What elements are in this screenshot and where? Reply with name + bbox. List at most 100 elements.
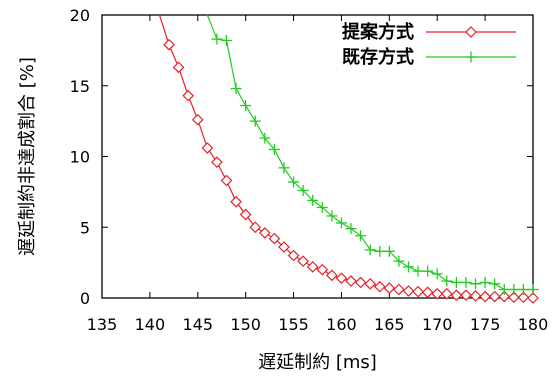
data-point-plus (297, 184, 309, 196)
y-tick-label: 20 (70, 6, 90, 25)
data-point-diamond (498, 290, 511, 303)
data-point-diamond (507, 291, 520, 304)
data-point-diamond (402, 285, 415, 297)
series-line (216, 38, 533, 291)
data-point-plus (268, 143, 280, 155)
y-tick-label: 5 (80, 218, 90, 237)
series-lead-line (206, 15, 218, 40)
data-point-diamond (163, 38, 175, 51)
x-tick-label: 175 (470, 315, 501, 334)
series-lead-line (158, 15, 170, 45)
legend-item-1: 既存方式 (342, 46, 516, 68)
data-point-diamond (431, 287, 444, 300)
data-point-plus (278, 162, 290, 174)
data-point-plus (211, 33, 223, 45)
data-point-diamond (465, 26, 477, 38)
x-tick-label: 145 (183, 315, 214, 334)
x-tick-label: 170 (422, 315, 453, 334)
series-1 (206, 15, 539, 296)
data-point-diamond (383, 282, 396, 294)
data-point-diamond (364, 278, 377, 290)
series-line (168, 44, 534, 299)
data-point-plus (489, 278, 501, 290)
series-0 (158, 15, 539, 304)
data-point-plus (470, 278, 482, 290)
data-point-plus (249, 115, 261, 127)
x-tick-label: 165 (374, 315, 405, 334)
axis-ticks: 135 140 145 150 155 160 165 170 175 180 0 5 10 15 20 (70, 6, 549, 334)
x-tick-label: 140 (135, 315, 166, 334)
data-point-diamond (316, 263, 329, 276)
data-point-plus (240, 100, 252, 112)
data-point-plus (517, 284, 529, 296)
data-point-diamond (258, 227, 271, 239)
y-tick-label: 0 (80, 289, 90, 308)
data-point-diamond (450, 289, 463, 302)
data-point-plus (230, 83, 242, 95)
data-point-diamond (278, 241, 290, 253)
data-point-plus (465, 51, 477, 63)
data-point-diamond (354, 276, 367, 289)
data-point-diamond (287, 249, 300, 262)
data-point-plus (422, 265, 434, 277)
x-tick-label: 135 (87, 315, 118, 334)
x-axis-title: 遅延制約 [ms] (258, 352, 377, 373)
data-point-plus (431, 268, 443, 280)
data-point-diamond (191, 113, 204, 126)
data-point-plus (326, 210, 338, 222)
data-point-plus (441, 275, 453, 287)
legend-label: 提案方式 (342, 21, 414, 43)
data-point-diamond (239, 208, 252, 221)
data-point-diamond (393, 283, 405, 296)
data-point-diamond (517, 291, 530, 304)
data-point-diamond (373, 280, 386, 293)
data-point-diamond (412, 285, 424, 298)
data-point-diamond (440, 287, 453, 300)
data-point-diamond (488, 290, 501, 303)
y-tick-label: 10 (70, 148, 90, 167)
y-axis-title: 遅延制約非達成割合 [%] (17, 57, 38, 256)
data-point-plus (316, 201, 328, 213)
data-point-diamond (172, 61, 185, 74)
data-point-diamond (326, 269, 338, 282)
data-point-plus (498, 284, 510, 296)
data-point-plus (508, 284, 520, 296)
data-point-diamond (249, 221, 262, 234)
data-point-plus (374, 245, 386, 257)
data-point-diamond (182, 89, 195, 102)
legend-item-0: 提案方式 (342, 21, 516, 43)
data-point-plus (307, 194, 319, 206)
data-point-diamond (211, 156, 223, 169)
data-point-diamond (479, 290, 491, 303)
x-tick-label: 155 (278, 315, 309, 334)
data-point-plus (364, 244, 376, 256)
x-tick-label: 160 (326, 315, 357, 334)
data-point-diamond (297, 255, 309, 268)
data-point-plus (450, 276, 462, 288)
data-point-diamond (220, 174, 233, 187)
data-point-diamond (268, 232, 281, 245)
data-point-diamond (527, 292, 539, 304)
data-point-diamond (421, 286, 434, 299)
data-point-diamond (201, 142, 214, 154)
data-point-plus (221, 34, 233, 46)
data-point-plus (402, 261, 414, 273)
y-tick-label: 15 (70, 77, 90, 96)
series-layer (158, 15, 539, 304)
data-point-diamond (306, 261, 319, 273)
data-point-plus (460, 276, 472, 288)
data-point-plus (527, 284, 539, 296)
data-point-diamond (460, 289, 472, 302)
data-point-plus (288, 176, 300, 188)
data-point-diamond (230, 195, 242, 208)
data-point-plus (355, 230, 367, 242)
data-point-diamond (345, 275, 357, 287)
x-tick-label: 150 (230, 315, 261, 334)
data-point-plus (479, 276, 491, 288)
data-point-diamond (469, 290, 482, 302)
x-tick-label: 180 (518, 315, 549, 334)
data-point-plus (412, 265, 424, 277)
